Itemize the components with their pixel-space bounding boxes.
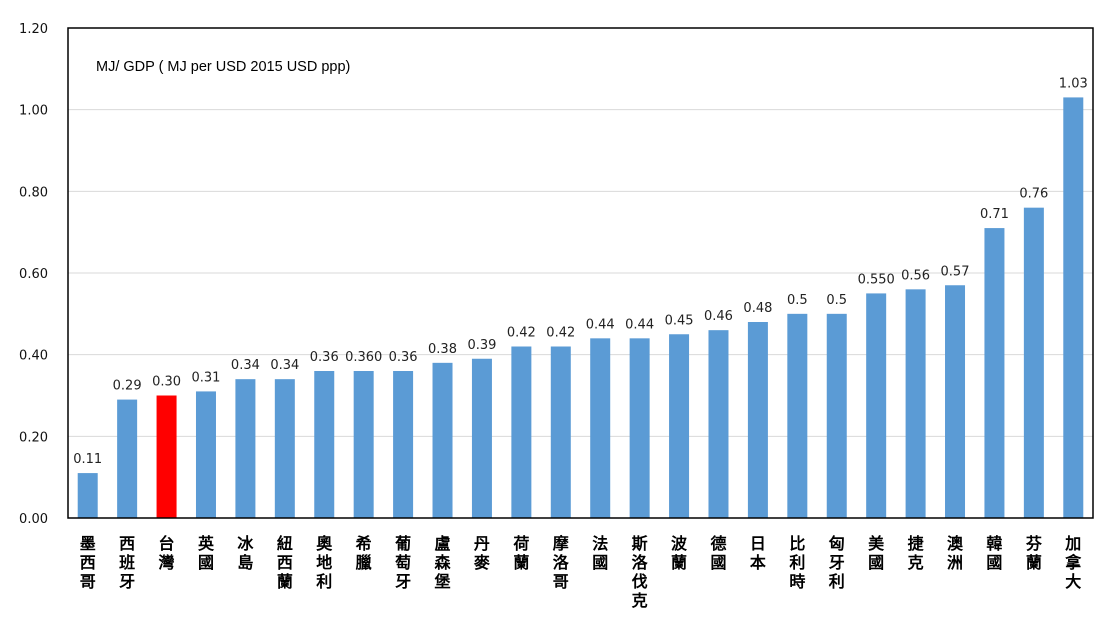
bar-12 bbox=[550, 346, 571, 518]
category-label-14: 斯洛伐克 bbox=[632, 534, 649, 610]
data-label-9: 0.38 bbox=[428, 342, 457, 357]
data-label-23: 0.71 bbox=[980, 207, 1009, 222]
category-label-9: 盧森堡 bbox=[435, 534, 452, 591]
category-label-22: 澳洲 bbox=[947, 534, 964, 572]
bar-5 bbox=[274, 379, 295, 518]
y-tick-label: 0.20 bbox=[19, 430, 48, 445]
bar-17 bbox=[747, 322, 768, 518]
category-label-13: 法國 bbox=[592, 534, 608, 572]
data-label-1: 0.29 bbox=[113, 379, 142, 394]
y-tick-label: 0.40 bbox=[19, 349, 48, 364]
bar-14 bbox=[629, 338, 650, 518]
bar-19 bbox=[826, 313, 847, 518]
bar-23 bbox=[984, 228, 1005, 519]
y-tick-label: 0.60 bbox=[19, 267, 48, 282]
bar-25 bbox=[1063, 97, 1084, 519]
data-label-15: 0.45 bbox=[665, 313, 694, 328]
category-label-15: 波蘭 bbox=[671, 534, 688, 572]
data-label-4: 0.34 bbox=[231, 358, 260, 373]
data-label-3: 0.31 bbox=[192, 370, 221, 385]
data-label-20: 0.550 bbox=[858, 272, 895, 287]
y-axis-ticks: 0.00 0.20 0.40 0.60 0.80 1.00 1.20 bbox=[19, 22, 48, 527]
category-label-12: 摩洛哥 bbox=[553, 534, 570, 591]
bar-21 bbox=[905, 289, 926, 518]
y-tick-label: 0.00 bbox=[19, 512, 48, 527]
gridlines bbox=[68, 109, 1093, 437]
data-label-11: 0.42 bbox=[507, 326, 536, 341]
bar-13 bbox=[590, 338, 611, 518]
chart-title: MJ/ GDP ( MJ per USD 2015 USD ppp) bbox=[96, 59, 350, 75]
bar-1 bbox=[117, 399, 138, 518]
y-tick-label: 0.80 bbox=[19, 185, 48, 200]
data-label-14: 0.44 bbox=[625, 317, 654, 332]
bar-20 bbox=[866, 293, 887, 518]
category-label-8: 葡萄牙 bbox=[394, 534, 411, 591]
bar-4 bbox=[235, 379, 256, 518]
bar-15 bbox=[669, 334, 690, 518]
data-label-19: 0.5 bbox=[826, 293, 847, 308]
bar-16 bbox=[708, 330, 729, 518]
data-label-8: 0.36 bbox=[389, 350, 418, 365]
category-label-7: 希臘 bbox=[356, 534, 372, 572]
data-label-2: 0.30 bbox=[152, 375, 181, 390]
data-label-5: 0.34 bbox=[270, 358, 299, 373]
bar-6 bbox=[314, 371, 335, 518]
data-label-21: 0.56 bbox=[901, 268, 930, 283]
data-label-6: 0.36 bbox=[310, 350, 339, 365]
data-label-22: 0.57 bbox=[941, 264, 970, 279]
data-label-7: 0.360 bbox=[345, 350, 382, 365]
data-label-24: 0.76 bbox=[1019, 187, 1048, 202]
data-label-16: 0.46 bbox=[704, 309, 733, 324]
category-label-3: 英國 bbox=[197, 534, 215, 572]
data-label-17: 0.48 bbox=[743, 301, 772, 316]
category-label-11: 荷蘭 bbox=[513, 534, 529, 572]
bar-7 bbox=[353, 371, 374, 518]
bar-3 bbox=[195, 391, 216, 518]
y-tick-label: 1.00 bbox=[19, 104, 48, 119]
category-label-10: 丹麥 bbox=[473, 534, 491, 572]
bar-22 bbox=[945, 285, 966, 518]
data-label-25: 1.03 bbox=[1059, 76, 1088, 91]
bar-11 bbox=[511, 346, 532, 518]
category-label-25: 加拿大 bbox=[1064, 534, 1082, 591]
plot-frame bbox=[67, 27, 1094, 519]
category-label-4: 冰島 bbox=[237, 534, 254, 572]
data-label-18: 0.5 bbox=[787, 293, 808, 308]
category-label-21: 捷克 bbox=[908, 534, 925, 572]
category-label-19: 匈牙利 bbox=[828, 534, 845, 591]
category-label-24: 芬蘭 bbox=[1025, 534, 1043, 572]
category-label-16: 德國 bbox=[710, 534, 726, 572]
bar-2 bbox=[156, 395, 177, 518]
category-label-6: 奧地利 bbox=[316, 534, 333, 591]
bar-0 bbox=[77, 473, 98, 518]
data-labels: 0.11 0.29 0.30 0.31 0.34 0.34 0.36 0.360 0.36 0.3… bbox=[73, 76, 1088, 467]
category-label-5: 紐西蘭 bbox=[277, 534, 293, 591]
data-label-0: 0.11 bbox=[73, 452, 102, 467]
bar-8 bbox=[393, 371, 414, 518]
bar-10 bbox=[471, 358, 492, 518]
bar-18 bbox=[787, 313, 808, 518]
bars bbox=[77, 97, 1084, 519]
bar-24 bbox=[1023, 207, 1044, 518]
category-label-2: 台灣 bbox=[159, 534, 175, 572]
data-label-12: 0.42 bbox=[546, 326, 575, 341]
category-label-17: 日本 bbox=[750, 534, 766, 572]
category-label-0: 墨西哥 bbox=[80, 534, 96, 591]
category-label-23: 韓國 bbox=[986, 534, 1002, 572]
category-label-20: 美國 bbox=[868, 534, 885, 572]
data-label-13: 0.44 bbox=[586, 317, 615, 332]
data-label-10: 0.39 bbox=[467, 338, 496, 353]
y-tick-label: 1.20 bbox=[19, 22, 48, 37]
category-label-1: 西班牙 bbox=[119, 534, 135, 591]
category-label-18: 比利時 bbox=[789, 534, 805, 591]
bar-9 bbox=[432, 362, 453, 518]
